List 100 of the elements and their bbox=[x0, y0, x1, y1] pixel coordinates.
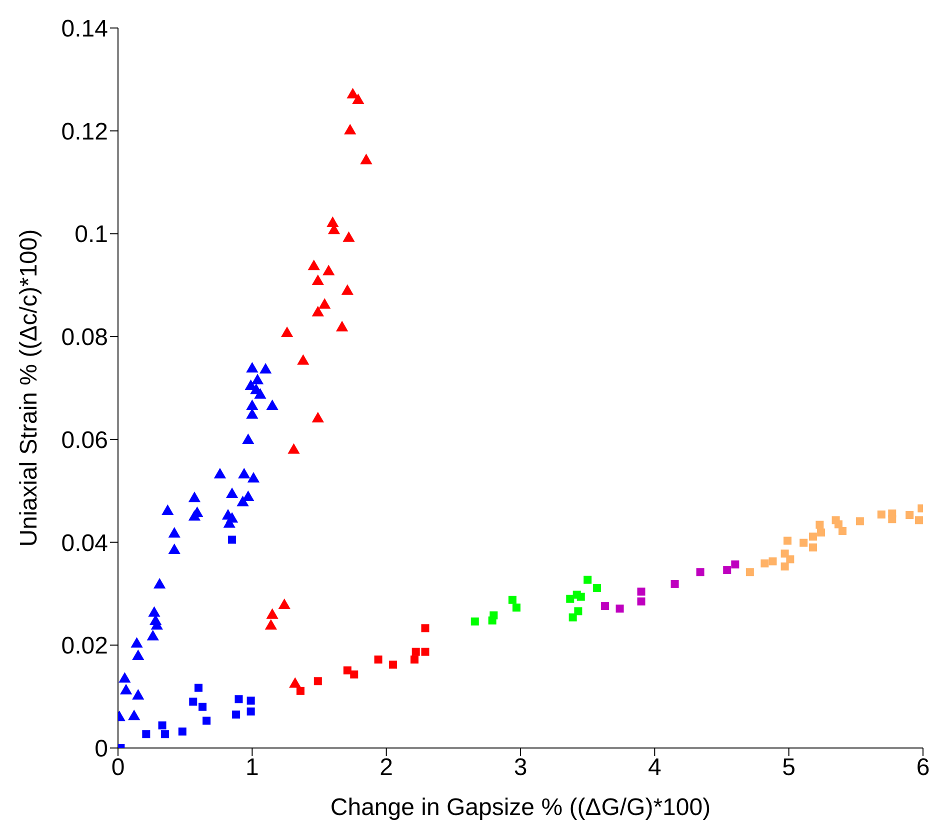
point bbox=[194, 684, 202, 692]
point bbox=[314, 677, 322, 686]
point bbox=[808, 532, 817, 541]
point bbox=[312, 274, 324, 286]
point bbox=[342, 231, 355, 242]
x-tick-label: 6 bbox=[916, 754, 930, 782]
point bbox=[470, 617, 479, 626]
point bbox=[142, 730, 150, 738]
point bbox=[246, 362, 258, 372]
point bbox=[412, 648, 420, 656]
point bbox=[246, 707, 255, 716]
point bbox=[670, 580, 679, 588]
point bbox=[786, 555, 794, 564]
y-tick-label: 0.1 bbox=[74, 221, 108, 248]
point bbox=[188, 510, 201, 521]
point bbox=[118, 672, 131, 683]
point bbox=[234, 695, 243, 704]
x-axis-title: Change in Gapsize % ((ΔG/G)*100) bbox=[330, 794, 711, 822]
point bbox=[336, 320, 348, 332]
x-tick-label: 2 bbox=[380, 754, 394, 782]
point bbox=[322, 264, 335, 276]
point bbox=[312, 306, 324, 316]
point bbox=[731, 560, 740, 568]
point bbox=[877, 510, 886, 519]
point bbox=[162, 504, 174, 515]
point bbox=[576, 592, 585, 601]
point bbox=[780, 562, 789, 570]
point bbox=[238, 468, 250, 478]
y-tick-label: 0.04 bbox=[61, 530, 108, 557]
point bbox=[350, 670, 358, 678]
point bbox=[566, 594, 574, 603]
point bbox=[278, 598, 290, 610]
point bbox=[266, 399, 278, 410]
point bbox=[856, 517, 864, 526]
point bbox=[148, 606, 160, 617]
point bbox=[723, 566, 732, 574]
point bbox=[512, 604, 520, 612]
point bbox=[344, 124, 356, 134]
point bbox=[490, 611, 498, 620]
point bbox=[188, 492, 201, 502]
point bbox=[780, 550, 789, 558]
y-tick-label: 0.14 bbox=[61, 16, 108, 43]
point bbox=[226, 487, 238, 498]
point bbox=[888, 515, 896, 524]
y-tick-label: 0.06 bbox=[61, 426, 108, 454]
y-tick-label: 0.12 bbox=[61, 118, 108, 146]
point bbox=[592, 584, 601, 592]
point bbox=[601, 602, 610, 610]
point bbox=[280, 326, 294, 337]
point bbox=[508, 596, 516, 604]
point bbox=[202, 716, 211, 725]
x-tick-label: 3 bbox=[514, 754, 528, 782]
point bbox=[297, 354, 310, 365]
point bbox=[312, 412, 324, 422]
point bbox=[800, 538, 808, 547]
x-tick-label: 5 bbox=[782, 754, 796, 782]
point bbox=[568, 613, 577, 622]
y-axis-title: Uniaxial Strain % ((Δc/c)*100) bbox=[16, 229, 43, 547]
point bbox=[746, 568, 754, 576]
point bbox=[168, 527, 180, 538]
point bbox=[288, 443, 300, 454]
point bbox=[178, 728, 186, 736]
point bbox=[254, 388, 266, 399]
point bbox=[308, 260, 320, 270]
point bbox=[247, 472, 260, 483]
point bbox=[264, 619, 278, 630]
point bbox=[696, 568, 704, 576]
point bbox=[341, 284, 354, 295]
point bbox=[346, 88, 359, 98]
point bbox=[228, 536, 236, 544]
point bbox=[260, 362, 272, 374]
point bbox=[132, 689, 144, 700]
point bbox=[421, 624, 430, 632]
x-tick-label: 4 bbox=[648, 754, 662, 782]
point bbox=[410, 656, 419, 664]
y-tick-label: 0 bbox=[94, 736, 108, 763]
point bbox=[189, 698, 198, 706]
point bbox=[251, 374, 264, 384]
point bbox=[360, 154, 372, 164]
point bbox=[160, 730, 169, 738]
point bbox=[198, 702, 207, 711]
point bbox=[616, 604, 624, 613]
point bbox=[296, 686, 304, 695]
point bbox=[389, 660, 398, 669]
point bbox=[318, 298, 331, 309]
point bbox=[760, 559, 769, 568]
point bbox=[242, 433, 254, 444]
point bbox=[838, 526, 846, 535]
point bbox=[574, 607, 582, 616]
point bbox=[906, 511, 914, 520]
point bbox=[266, 608, 278, 619]
point bbox=[246, 399, 258, 410]
point bbox=[246, 696, 255, 705]
point bbox=[637, 597, 646, 606]
point bbox=[154, 578, 166, 588]
x-tick-label: 1 bbox=[245, 754, 259, 782]
point bbox=[783, 536, 792, 545]
point bbox=[214, 468, 226, 478]
point bbox=[236, 496, 249, 506]
y-tick-label: 0.02 bbox=[61, 632, 108, 660]
